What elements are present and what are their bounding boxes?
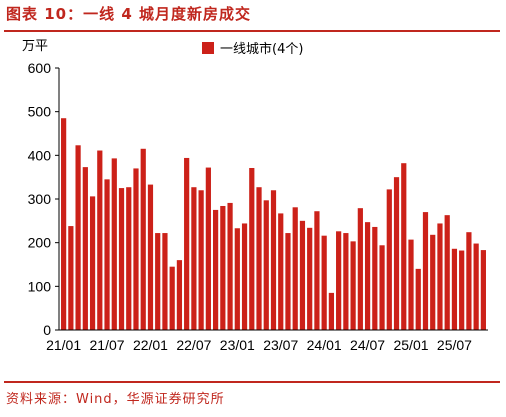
y-axis-ticks: 0 100 200 300 400 500 600 [28,60,59,338]
bar [205,167,211,330]
y-tick-label: 400 [28,147,52,163]
x-tick-label: 21/07 [90,337,125,353]
y-tick-label: 600 [28,60,52,76]
bar [220,205,226,330]
bar [343,233,349,330]
bar [473,243,479,330]
y-axis-label: 万平 [22,39,48,54]
bar [82,167,88,330]
bar [133,168,139,330]
bar [415,268,421,330]
x-tick-label: 21/01 [46,337,81,353]
legend-label: 一线城市(4个) [220,41,303,57]
bar [155,233,161,330]
bar [256,187,262,330]
bar [249,167,255,330]
bar [191,187,197,330]
bar [364,222,371,330]
x-tick-label: 23/07 [263,337,298,353]
legend-swatch [202,42,214,54]
bar [430,234,436,330]
bar [350,241,356,330]
bar [393,177,400,330]
source-divider [4,381,500,383]
bar [263,200,269,330]
bar [212,209,219,330]
bar [480,250,486,330]
chart-title: 图表 10：一线 4 城月度新房成交 [6,5,251,23]
bar [118,188,125,330]
title-divider [4,30,500,32]
bar [270,190,277,330]
bar [379,245,385,330]
y-tick-label: 100 [28,278,52,294]
bar [97,150,103,330]
bar [357,208,363,330]
x-tick-label: 22/01 [133,337,168,353]
bar [466,232,472,330]
y-tick-label: 500 [28,104,52,120]
x-tick-label: 25/01 [393,337,428,353]
y-tick-label: 0 [43,322,51,338]
bar [386,189,392,330]
bars [61,118,486,330]
bar [111,158,117,330]
bar [241,223,248,330]
x-tick-label: 25/07 [437,337,472,353]
bar [459,250,465,330]
bar [198,190,204,330]
bar [176,260,183,330]
x-axis-ticks: 21/01 21/07 22/01 22/07 23/01 23/07 24/01 24/07… [46,337,472,353]
bar [444,215,450,330]
bar [299,220,306,330]
bar [140,148,146,330]
bar [451,248,458,330]
bar [401,163,407,330]
bar [184,157,190,330]
bar [227,202,233,330]
bar [314,211,320,330]
bar [278,213,284,330]
bar [307,227,313,330]
x-tick-label: 24/01 [307,337,342,353]
bar [89,196,96,330]
y-tick-label: 200 [28,235,52,251]
bar [328,292,335,330]
bar [292,207,298,330]
bar [234,228,240,330]
bar [437,223,443,330]
bar [75,145,81,330]
bar [321,235,327,330]
bar [169,266,175,330]
legend: 一线城市(4个) [202,41,303,57]
bar [104,179,110,330]
source-note: 资料来源：Wind，华源证券研究所 [6,392,225,407]
bar [422,212,429,330]
bar [68,226,74,330]
bar [408,239,414,330]
bar [336,231,342,330]
bar [372,226,378,330]
bar [61,118,67,330]
x-tick-label: 23/01 [220,337,255,353]
bar [147,184,154,330]
y-tick-label: 300 [28,191,52,207]
bar [162,233,168,330]
x-tick-label: 22/07 [176,337,211,353]
x-tick-label: 24/07 [350,337,385,353]
bar [126,187,132,330]
bar [285,233,291,330]
